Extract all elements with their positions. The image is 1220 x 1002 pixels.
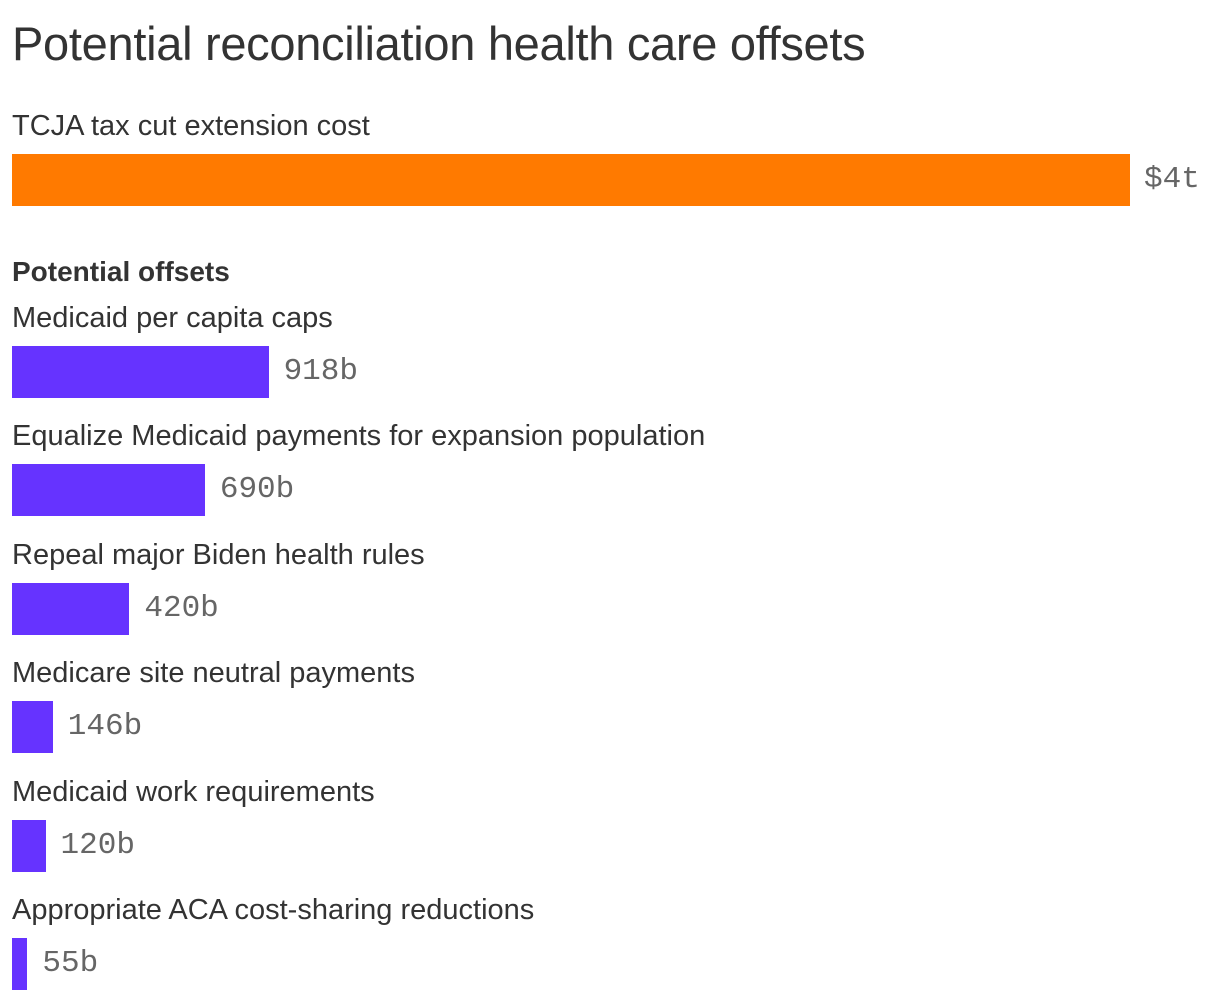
total-label: TCJA tax cut extension cost xyxy=(12,110,370,142)
value-label: 420b xyxy=(144,590,219,626)
section-label: Potential offsets xyxy=(12,256,230,287)
value-label: 918b xyxy=(283,354,358,389)
value-label: 55b xyxy=(42,946,99,981)
chart-title: Potential reconciliation health care off… xyxy=(12,17,866,70)
total-value-label: $4t xyxy=(1144,162,1200,197)
total-bar xyxy=(12,154,1130,206)
category-label: Medicaid per capita caps xyxy=(12,302,333,334)
category-label: Medicaid work requirements xyxy=(12,775,375,808)
offset-bar xyxy=(12,701,53,754)
offset-bar xyxy=(12,464,205,517)
offset-bar xyxy=(12,346,269,398)
category-label: Equalize Medicaid payments for expansion… xyxy=(12,420,706,453)
offset-bar xyxy=(12,938,28,990)
offset-bar xyxy=(12,819,46,872)
value-label: 120b xyxy=(60,827,135,863)
value-label: 690b xyxy=(219,472,295,508)
category-label: Appropriate ACA cost-sharing reductions xyxy=(12,894,535,926)
category-label: Medicare site neutral payments xyxy=(12,657,415,690)
category-label: Repeal major Biden health rules xyxy=(12,538,425,571)
offset-bar xyxy=(12,582,130,635)
value-label: 146b xyxy=(67,709,143,745)
